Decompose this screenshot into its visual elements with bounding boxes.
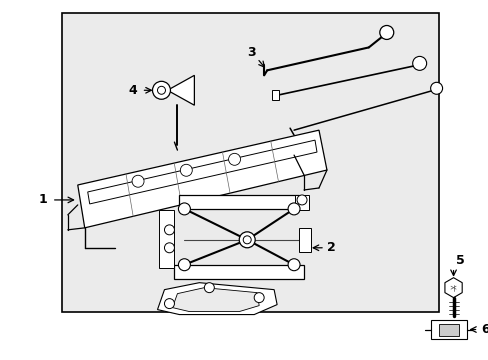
Circle shape (379, 26, 393, 40)
Text: 4: 4 (128, 84, 137, 97)
Polygon shape (159, 210, 174, 268)
Polygon shape (167, 75, 194, 105)
Text: 3: 3 (246, 46, 255, 59)
Circle shape (152, 81, 170, 99)
Circle shape (180, 164, 192, 176)
Bar (61, 13, 438, 312)
Polygon shape (430, 320, 466, 339)
Circle shape (228, 153, 240, 165)
Bar (272, 90, 279, 100)
Polygon shape (444, 278, 461, 298)
Polygon shape (172, 288, 259, 312)
Polygon shape (299, 228, 310, 252)
Circle shape (157, 86, 165, 94)
Circle shape (164, 243, 174, 253)
Polygon shape (78, 130, 326, 228)
Circle shape (412, 57, 426, 70)
Circle shape (243, 236, 251, 244)
Circle shape (164, 299, 174, 309)
Circle shape (178, 203, 190, 215)
Circle shape (204, 283, 214, 293)
Circle shape (287, 203, 300, 215)
Polygon shape (294, 195, 308, 210)
Circle shape (430, 82, 442, 94)
Bar (179, 195, 299, 209)
Circle shape (132, 175, 144, 187)
Polygon shape (87, 140, 316, 204)
Circle shape (287, 259, 300, 271)
Circle shape (296, 195, 306, 205)
Circle shape (239, 232, 255, 248)
Text: 6: 6 (480, 323, 488, 336)
Circle shape (164, 225, 174, 235)
Polygon shape (157, 283, 277, 315)
Text: 5: 5 (455, 254, 464, 267)
Circle shape (254, 293, 264, 303)
Bar (174, 265, 304, 279)
Text: 1: 1 (39, 193, 47, 206)
Circle shape (178, 259, 190, 271)
Text: 2: 2 (326, 241, 335, 254)
Polygon shape (438, 324, 458, 336)
